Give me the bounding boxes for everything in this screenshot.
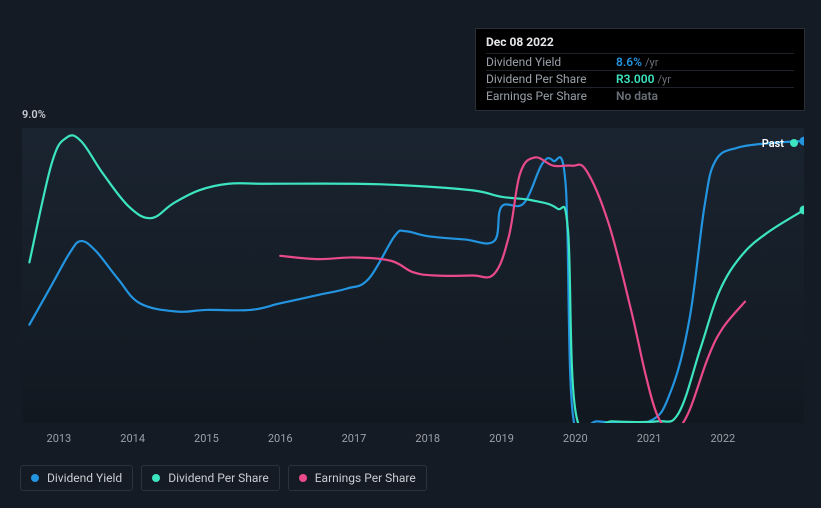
past-badge: Past: [752, 133, 804, 153]
x-axis-tick-label: 2013: [47, 432, 72, 445]
chart-svg: [22, 128, 804, 423]
x-axis-tick-label: 2017: [342, 432, 367, 445]
legend-dot-icon: [152, 474, 160, 482]
tooltip-label: Dividend Yield: [486, 55, 616, 69]
x-axis-tick-label: 2015: [194, 432, 219, 445]
legend-dot-icon: [31, 474, 39, 482]
x-axis-tick-label: 2016: [268, 432, 293, 445]
x-axis-tick-label: 2014: [120, 432, 145, 445]
tooltip-row: Earnings Per Share No data: [486, 87, 794, 104]
tooltip-unit: /yr: [657, 73, 670, 86]
legend-label: Dividend Yield: [47, 471, 122, 485]
y-axis-max-label: 9.0%: [22, 108, 46, 121]
tooltip-date: Dec 08 2022: [486, 35, 794, 49]
chart-legend: Dividend Yield Dividend Per Share Earnin…: [20, 465, 427, 491]
legend-label: Dividend Per Share: [168, 471, 269, 485]
legend-item-dividend-yield[interactable]: Dividend Yield: [20, 465, 133, 491]
chart-plot-area[interactable]: Past: [22, 128, 804, 423]
x-axis-labels: 2013 2014 2015 2016 2017 2018 2019 2020 2021 2022: [22, 432, 804, 446]
tooltip-label: Dividend Per Share: [486, 72, 616, 86]
x-axis-tick-label: 2021: [637, 432, 662, 445]
x-axis-tick-label: 2022: [710, 432, 735, 445]
legend-dot-icon: [299, 474, 307, 482]
tooltip-label: Earnings Per Share: [486, 89, 616, 103]
legend-item-earnings-per-share[interactable]: Earnings Per Share: [288, 465, 427, 491]
legend-label: Earnings Per Share: [315, 471, 416, 485]
tooltip-unit: /yr: [645, 56, 658, 69]
past-label: Past: [762, 137, 784, 150]
tooltip-value: R3.000: [616, 72, 654, 86]
tooltip-value: 8.6%: [616, 55, 642, 69]
x-axis-tick-label: 2019: [489, 432, 514, 445]
past-dot-icon: [790, 139, 798, 147]
legend-item-dividend-per-share[interactable]: Dividend Per Share: [141, 465, 280, 491]
tooltip-value: No data: [616, 89, 658, 103]
x-axis-tick-label: 2018: [415, 432, 440, 445]
tooltip-row: Dividend Yield 8.6% /yr: [486, 53, 794, 70]
chart-tooltip: Dec 08 2022 Dividend Yield 8.6% /yr Divi…: [475, 28, 805, 111]
x-axis-tick-label: 2020: [563, 432, 588, 445]
tooltip-row: Dividend Per Share R3.000 /yr: [486, 70, 794, 87]
